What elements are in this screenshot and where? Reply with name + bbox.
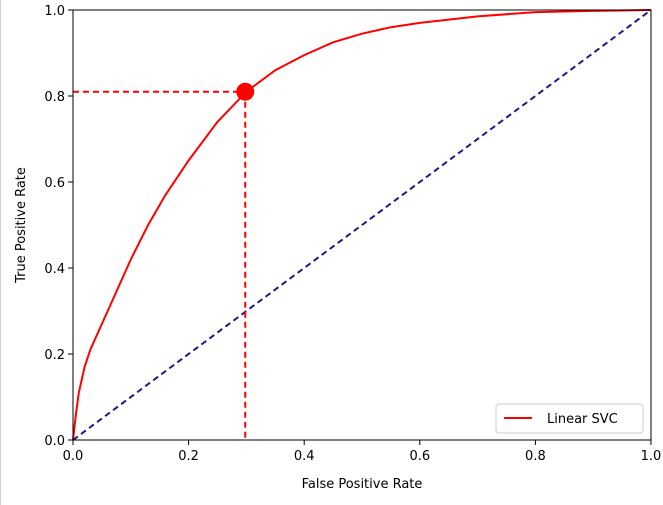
- x-tick-label: 0.6: [409, 449, 430, 464]
- plot-frame: [72, 9, 652, 441]
- x-tick-label: 0.4: [294, 449, 315, 464]
- chance-diagonal-line: [72, 9, 652, 441]
- series-line-linear-svc: [72, 9, 652, 441]
- y-tick-label: 0.6: [44, 176, 65, 191]
- y-tick-label: 1.0: [44, 4, 65, 19]
- window-edge: [0, 0, 1, 505]
- x-tick-label: 0.2: [178, 449, 199, 464]
- chart-marks: [72, 9, 652, 441]
- y-tick-label: 0.0: [44, 434, 65, 449]
- legend-label-linear-svc: Linear SVC: [547, 412, 618, 427]
- x-tick-label: 0.0: [63, 449, 84, 464]
- y-tick-label: 0.2: [44, 348, 65, 363]
- y-tick-label: 0.4: [44, 262, 65, 277]
- y-tick-label: 0.8: [44, 90, 65, 105]
- y-axis-label: True Positive Rate: [14, 167, 29, 284]
- x-tick-label: 1.0: [641, 449, 662, 464]
- highlight-point: [236, 82, 255, 101]
- legend: Linear SVC: [495, 403, 644, 434]
- axis-ticks: 0.0 0.2 0.4 0.6 0.8 1.0 0.0 0.2 0.4 0.6 0.8 1.0: [44, 4, 661, 464]
- x-axis-label: False Positive Rate: [302, 477, 423, 492]
- legend-box: [495, 403, 644, 434]
- x-tick-label: 0.8: [525, 449, 546, 464]
